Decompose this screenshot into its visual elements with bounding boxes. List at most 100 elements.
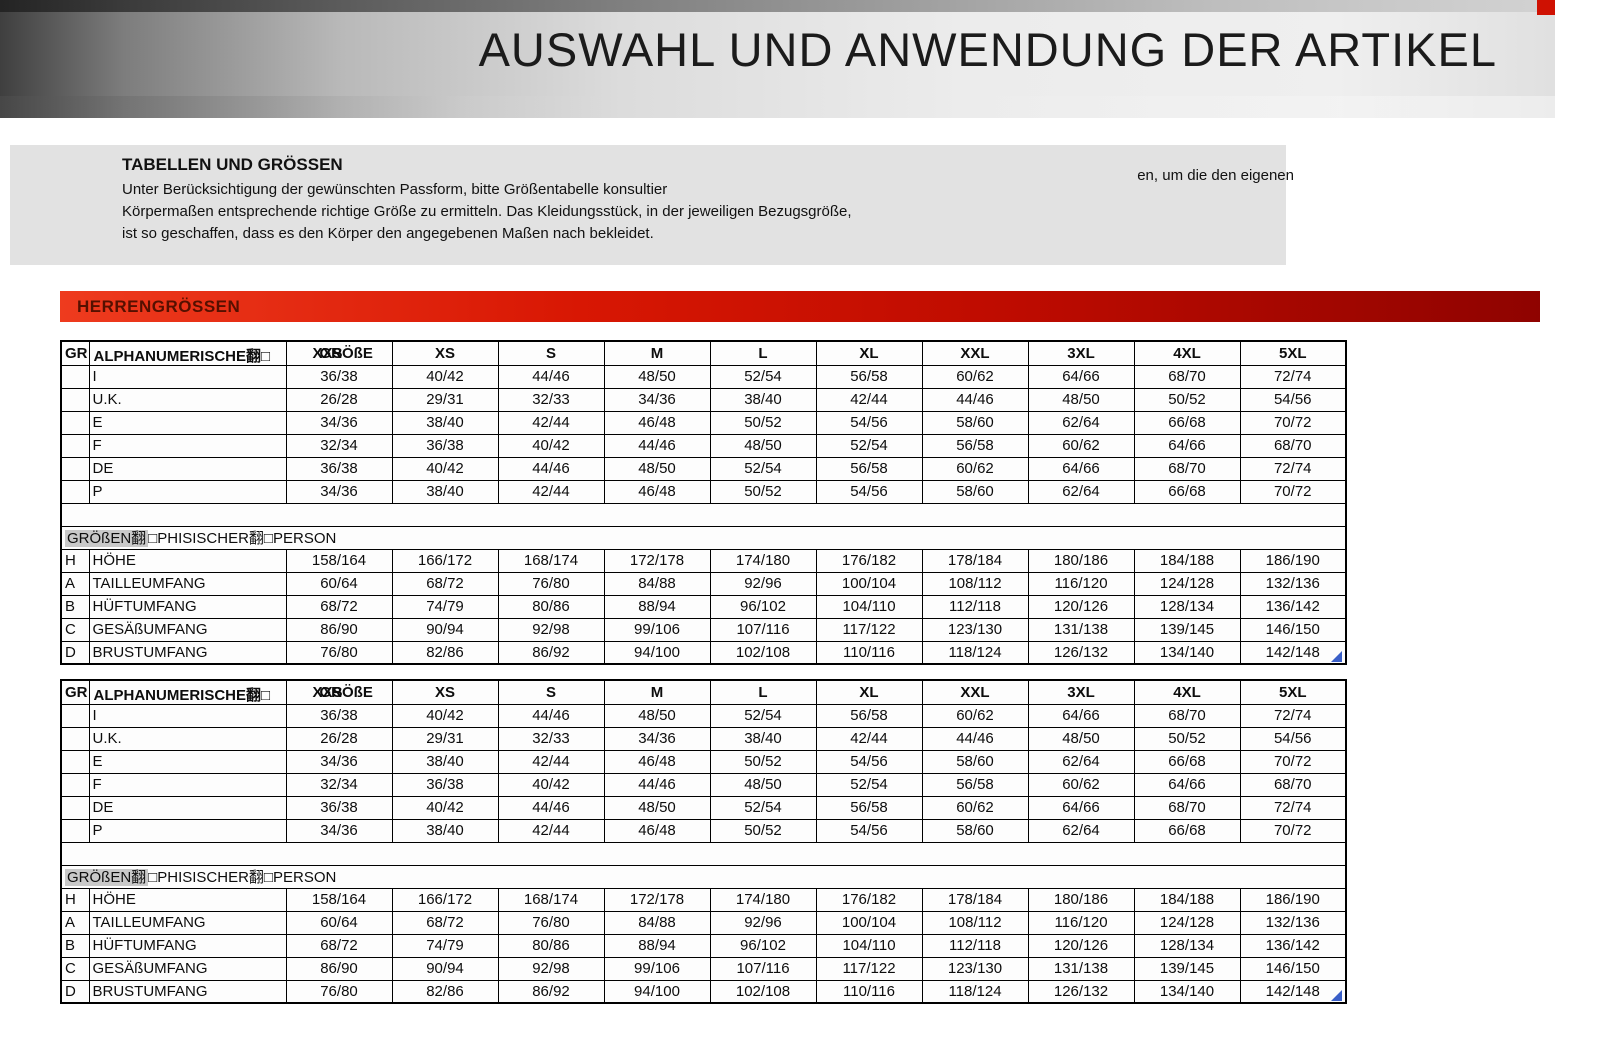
size-value: 62/64 [1027,818,1135,843]
size-value: 116/120 [1027,571,1135,596]
size-value: 108/112 [921,910,1029,935]
size-value: 70/72 [1239,818,1347,843]
size-value: 146/150 [1239,956,1347,981]
size-value: 76/80 [285,979,393,1004]
size-value: 184/188 [1133,548,1241,573]
size-value: 123/130 [921,617,1029,642]
size-value: 60/64 [285,571,393,596]
spacer-row [60,502,1347,527]
size-value: 46/48 [603,749,711,774]
size-value: 64/66 [1027,364,1135,389]
row-label: HÜFTUMFANG [88,933,287,958]
size-value: 38/40 [391,818,499,843]
intro-heading: TABELLEN UND GRÖSSEN [122,155,343,174]
size-value: 68/72 [391,571,499,596]
row-prefix [60,772,90,797]
row-prefix: B [60,594,90,619]
size-value: 82/86 [391,640,499,665]
size-value: 62/64 [1027,749,1135,774]
size-value: 70/72 [1239,479,1347,504]
table-row: DE 36/38 40/42 44/46 48/50 52/54 56/58 60/62 64/… [60,795,1347,820]
row-label: TAILLEUMFANG [88,910,287,935]
size-value: 76/80 [497,571,605,596]
size-value: 56/58 [921,433,1029,458]
section-banner-label: HERRENGRÖSSEN [77,297,241,316]
row-prefix [60,703,90,728]
size-value: 66/68 [1133,479,1241,504]
column-header-xl: XL [815,679,923,705]
row-label: GESÄßUMFANG [88,617,287,642]
row-prefix: A [60,910,90,935]
physical-header-cell: GRÖßEN翻 □PHISISCHER翻□PERSON [60,864,1347,889]
size-value: 76/80 [497,910,605,935]
size-value: 52/54 [709,364,817,389]
size-value: 64/66 [1133,433,1241,458]
table-row: B HÜFTUMFANG 68/72 74/79 80/86 88/94 96/102 104… [60,933,1347,958]
table-row: I 36/38 40/42 44/46 48/50 52/54 56/58 60/62 64/6… [60,364,1347,389]
size-value: 86/92 [497,979,605,1004]
spacer-cell [60,841,1347,866]
size-value: 48/50 [603,456,711,481]
size-value: 132/136 [1239,910,1347,935]
size-value: 50/52 [1133,387,1241,412]
row-label: U.K. [88,387,287,412]
size-value: 136/142 [1239,933,1347,958]
size-value: 68/70 [1133,364,1241,389]
size-value: 44/46 [497,456,605,481]
size-value: 36/38 [285,364,393,389]
corner-label: GR [60,340,90,366]
size-value: 68/70 [1239,433,1347,458]
corner-marker-icon [1331,990,1342,1001]
row-prefix [60,387,90,412]
size-value: 48/50 [1027,387,1135,412]
corner-label: GR [60,679,90,705]
size-value: 32/33 [497,387,605,412]
size-value: 40/42 [391,795,499,820]
physical-header-rest: □PHISISCHER翻□PERSON [148,869,337,886]
column-header-5xl: 5XL [1239,340,1347,366]
size-table-grid: GR ALPHANUMERISCHE翻□ XXS GRÖßE XS S M L XL XXL 3XL… [60,679,1347,1004]
size-value: 38/40 [391,410,499,435]
size-value: 176/182 [815,548,923,573]
column-header-xl: XL [815,340,923,366]
size-value: 32/34 [285,772,393,797]
size-value: 72/74 [1239,795,1347,820]
size-value: 126/132 [1027,640,1135,665]
table-row: I 36/38 40/42 44/46 48/50 52/54 56/58 60/62 64/6… [60,703,1347,728]
row-label: HÖHE [88,548,287,573]
size-value: 66/68 [1133,818,1241,843]
size-value: 180/186 [1027,887,1135,912]
row-label: DE [88,456,287,481]
size-value: 60/64 [285,910,393,935]
size-value: 107/116 [709,956,817,981]
size-value: 64/66 [1027,456,1135,481]
size-value: 176/182 [815,887,923,912]
size-value: 90/94 [391,617,499,642]
column-header-3xl: 3XL [1027,340,1135,366]
size-value: 86/92 [497,640,605,665]
size-value: 50/52 [709,749,817,774]
size-value: 40/42 [497,433,605,458]
size-value: 54/56 [815,479,923,504]
size-value: 52/54 [709,795,817,820]
size-value: 100/104 [815,910,923,935]
size-value: 70/72 [1239,410,1347,435]
size-value: 32/34 [285,433,393,458]
size-value: 40/42 [391,456,499,481]
xxs-label: XXS [312,684,343,701]
size-value: 68/70 [1239,772,1347,797]
size-value: 116/120 [1027,910,1135,935]
table-row: DE 36/38 40/42 44/46 48/50 52/54 56/58 60/62 64/… [60,456,1347,481]
table-header-row: GR ALPHANUMERISCHE翻□ XXS GRÖßE XS S M L XL XXL 3XL… [60,679,1347,705]
size-value: 26/28 [285,726,393,751]
size-value: 158/164 [285,548,393,573]
size-value: 44/46 [921,726,1029,751]
size-value: 120/126 [1027,933,1135,958]
size-value: 172/178 [603,887,711,912]
size-value: 60/62 [921,456,1029,481]
size-value: 166/172 [391,887,499,912]
table-row: D BRUSTUMFANG 76/80 82/86 86/92 94/100 102/108… [60,640,1347,665]
column-header-s: S [497,340,605,366]
column-header-xs: XS [391,679,499,705]
size-value: 48/50 [1027,726,1135,751]
